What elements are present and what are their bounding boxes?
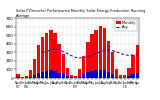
Bar — [37, 45, 40, 78]
Bar — [41, 72, 44, 78]
Bar — [74, 76, 77, 78]
Bar — [62, 74, 65, 78]
Bar — [127, 68, 131, 78]
Bar — [119, 75, 122, 78]
Bar — [66, 68, 69, 78]
Bar — [99, 70, 102, 78]
Bar — [45, 71, 48, 78]
Bar — [86, 72, 89, 78]
Bar — [127, 76, 131, 78]
Bar — [62, 54, 65, 78]
Bar — [16, 74, 20, 78]
Bar — [90, 34, 94, 78]
Bar — [33, 59, 36, 78]
Bar — [78, 69, 81, 78]
Bar — [115, 76, 118, 78]
Bar — [25, 76, 28, 78]
Bar — [136, 73, 139, 78]
Bar — [45, 33, 48, 78]
Bar — [16, 77, 20, 78]
Legend: Monthly, Avg: Monthly, Avg — [115, 20, 137, 30]
Bar — [131, 74, 135, 78]
Text: Solar PV/Inverter Performance Monthly Solar Energy Production Running Average: Solar PV/Inverter Performance Monthly So… — [16, 9, 145, 18]
Bar — [57, 44, 61, 78]
Bar — [115, 69, 118, 78]
Bar — [53, 71, 57, 78]
Bar — [29, 70, 32, 78]
Bar — [49, 30, 52, 78]
Bar — [111, 74, 114, 78]
Bar — [41, 37, 44, 78]
Bar — [107, 72, 110, 78]
Bar — [82, 56, 85, 78]
Bar — [66, 76, 69, 78]
Bar — [29, 77, 32, 78]
Bar — [78, 76, 81, 78]
Bar — [70, 75, 73, 78]
Bar — [20, 77, 24, 78]
Bar — [103, 70, 106, 78]
Bar — [131, 55, 135, 78]
Bar — [103, 28, 106, 78]
Bar — [86, 42, 89, 78]
Bar — [111, 52, 114, 78]
Bar — [53, 33, 57, 78]
Bar — [94, 30, 98, 78]
Bar — [82, 74, 85, 78]
Bar — [57, 73, 61, 78]
Bar — [99, 26, 102, 78]
Bar — [107, 41, 110, 78]
Bar — [94, 70, 98, 78]
Bar — [90, 71, 94, 78]
Bar — [49, 70, 52, 78]
Bar — [136, 45, 139, 78]
Bar — [33, 75, 36, 78]
Bar — [123, 75, 126, 78]
Bar — [37, 73, 40, 78]
